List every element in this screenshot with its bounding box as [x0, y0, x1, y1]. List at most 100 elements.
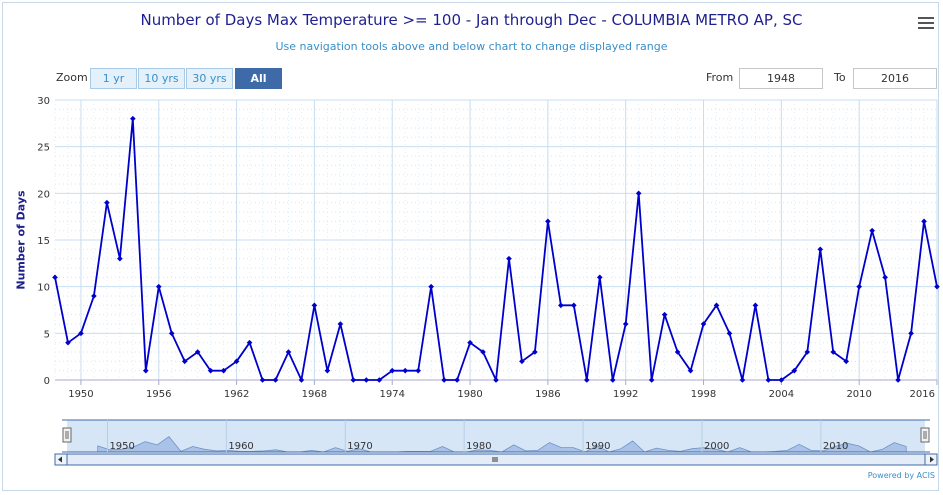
x-tick-label: 1980 — [457, 389, 482, 400]
to-label: To — [834, 71, 846, 84]
data-point — [532, 349, 538, 355]
data-point — [337, 321, 344, 327]
data-point — [700, 321, 707, 327]
y-tick-label: 25 — [37, 143, 50, 154]
from-label: From — [706, 71, 734, 84]
navigator-tick-label: 2010 — [823, 441, 848, 452]
hamburger-menu-icon[interactable] — [918, 17, 934, 31]
zoom-all-button[interactable]: All — [235, 68, 282, 89]
x-tick-label: 1974 — [380, 389, 405, 400]
zoom-10yrs-button[interactable]: 10 yrs — [138, 68, 185, 89]
series-points — [52, 115, 940, 383]
chart-title: Number of Days Max Temperature >= 100 - … — [140, 11, 803, 29]
x-tick-label: 1998 — [691, 389, 716, 400]
data-point — [752, 302, 759, 309]
zoom-1yr-button[interactable]: 1 yr — [90, 68, 137, 89]
data-point — [402, 367, 409, 374]
data-point — [817, 246, 824, 253]
zoom-30yrs-button[interactable]: 30 yrs — [186, 68, 233, 89]
navigator-tick-label: 1960 — [228, 441, 253, 452]
data-point — [181, 358, 188, 365]
navigator-tick-label: 1970 — [347, 441, 372, 452]
data-point — [259, 377, 266, 383]
data-point — [311, 302, 318, 309]
data-point — [233, 358, 240, 365]
data-point — [921, 218, 927, 225]
y-tick-label: 0 — [44, 376, 50, 387]
data-point — [207, 367, 214, 374]
data-point — [467, 339, 473, 346]
data-point — [558, 302, 564, 309]
to-input[interactable] — [853, 68, 937, 89]
data-point — [272, 377, 279, 383]
data-point — [285, 349, 292, 355]
scroll-right-arrow-icon[interactable] — [930, 456, 934, 463]
navigator-tick-label: 2000 — [704, 441, 729, 452]
data-point — [506, 255, 512, 262]
data-point — [220, 367, 227, 374]
y-tick-label: 30 — [37, 96, 50, 107]
x-tick-label: 2016 — [910, 389, 935, 400]
scrollbar-thumb[interactable] — [66, 453, 926, 466]
grid-lines — [54, 99, 938, 381]
x-tick-label: 1956 — [146, 389, 171, 400]
navigator-selected-range — [67, 420, 925, 452]
navigator-left-handle[interactable] — [62, 427, 72, 443]
data-point — [765, 377, 772, 383]
data-point — [376, 377, 383, 383]
x-tick-label: 1950 — [68, 389, 93, 400]
data-point — [142, 367, 149, 374]
data-point — [674, 349, 681, 355]
data-point — [713, 302, 720, 309]
data-point — [428, 283, 434, 290]
data-point — [246, 339, 253, 346]
data-point — [778, 377, 785, 383]
x-tick-label: 1986 — [535, 389, 560, 400]
data-point — [661, 311, 668, 318]
data-point — [117, 255, 123, 262]
data-point — [882, 274, 888, 281]
powered-by-credit: Powered by ACIS — [867, 471, 935, 480]
data-point — [155, 283, 162, 290]
data-point — [363, 377, 370, 383]
data-point — [596, 274, 603, 281]
navigator-tick-label: 1950 — [109, 441, 134, 452]
data-point — [726, 330, 733, 337]
navigator[interactable]: 1950 1960 1970 1980 1990 2000 2010 — [54, 419, 938, 466]
data-point — [91, 293, 97, 299]
data-point — [687, 367, 694, 374]
data-point — [622, 321, 629, 327]
x-tick-label: 1992 — [613, 389, 638, 400]
data-point — [519, 358, 525, 365]
data-point — [65, 339, 71, 346]
data-point — [856, 283, 862, 290]
data-point — [843, 358, 850, 365]
x-tick-label: 1962 — [224, 389, 249, 400]
data-point — [78, 330, 84, 337]
data-point — [298, 377, 305, 383]
data-point — [571, 302, 577, 309]
data-point — [830, 349, 837, 355]
data-point — [635, 190, 642, 197]
data-point — [454, 377, 460, 383]
x-axis-ticks: 1950 1956 1962 1968 1974 1980 1986 1992 1998 2004… — [55, 379, 938, 400]
data-point — [168, 330, 175, 337]
data-point — [480, 349, 486, 355]
scroll-left-arrow-icon[interactable] — [58, 456, 62, 463]
y-axis-ticks: 0 5 10 15 20 25 30 — [37, 96, 50, 387]
data-point — [441, 377, 447, 383]
data-point — [609, 377, 616, 383]
navigator-right-handle[interactable] — [920, 427, 930, 443]
data-point — [583, 377, 590, 383]
data-point — [493, 377, 499, 383]
data-point — [869, 227, 875, 234]
navigator-tick-label: 1990 — [585, 441, 610, 452]
data-point — [415, 367, 421, 374]
x-tick-label: 1968 — [302, 389, 327, 400]
y-tick-label: 15 — [37, 236, 50, 247]
x-tick-label: 2004 — [769, 389, 794, 400]
from-input[interactable] — [739, 68, 823, 89]
y-tick-label: 20 — [37, 189, 50, 200]
data-point — [545, 218, 551, 225]
